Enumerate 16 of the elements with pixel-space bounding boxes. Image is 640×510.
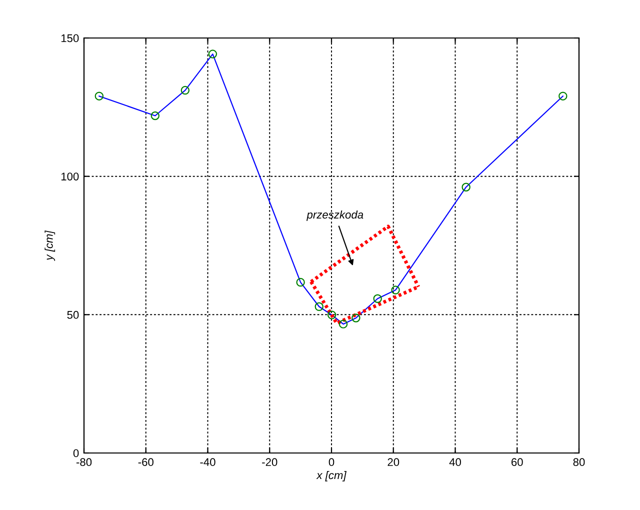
y-tick-label: 100 [61,172,79,180]
y-tick-label: 50 [67,310,79,319]
annotation: przeszkoda [306,210,364,221]
x-tick-label: 20 [388,458,400,466]
x-tick-label: 80 [573,458,585,466]
x-tick-label: 60 [512,458,523,466]
x-tick-label: -60 [138,458,154,466]
y-axis-title: y [cm] [44,230,56,261]
x-tick-label: 0 [328,458,334,466]
x-axis-title: x [cm] [316,470,347,482]
x-tick-label: -80 [76,458,92,466]
x-tick-label: -40 [200,458,216,466]
x-tick-label: 40 [449,458,461,466]
y-tick-label: 150 [61,34,79,42]
x-tick-label: -20 [262,458,278,466]
y-tick-label: 0 [73,449,79,458]
